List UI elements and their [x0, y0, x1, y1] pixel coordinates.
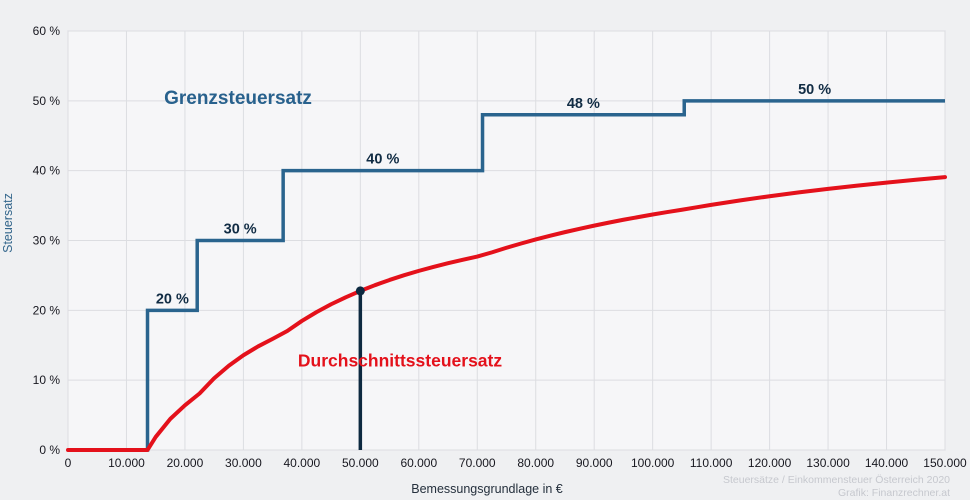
y-axis-title: Steuersatz	[1, 193, 15, 253]
series-label-grenzsteuersatz: Grenzsteuersatz	[164, 88, 312, 109]
y-tick-label: 40 %	[33, 164, 61, 178]
step-rate-label: 30 %	[224, 222, 257, 238]
x-tick-label: 40.000	[284, 456, 321, 470]
watermark: Steuersätze / Einkommensteuer Österreich…	[723, 474, 950, 499]
x-tick-label: 130.000	[806, 456, 850, 470]
step-rate-label: 40 %	[366, 152, 399, 168]
x-tick-label: 90.000	[576, 456, 613, 470]
step-rate-label: 50 %	[798, 82, 831, 98]
x-tick-label: 120.000	[748, 456, 792, 470]
average-rate-curve	[66, 175, 947, 452]
x-tick-label: 30.000	[225, 456, 262, 470]
x-tick-label: 20.000	[167, 456, 204, 470]
x-tick-label: 100.000	[631, 456, 675, 470]
series-label-durchschnittssteuersatz: Durchschnittssteuersatz	[297, 350, 503, 371]
step-rate-label: 48 %	[567, 96, 600, 112]
y-tick-label: 10 %	[33, 373, 61, 387]
y-tick-label: 20 %	[33, 303, 61, 317]
marker-dot	[355, 286, 365, 296]
x-axis-title: Bemessungsgrundlage in €	[411, 482, 563, 496]
x-tick-label: 0	[65, 456, 72, 470]
x-tick-label: 60.000	[400, 456, 437, 470]
watermark-line2: Grafik: Finanzrechner.at	[837, 486, 950, 499]
y-tick-label: 50 %	[33, 94, 61, 108]
x-tick-label: 50.000	[342, 456, 379, 470]
x-tick-label: 80.000	[517, 456, 554, 470]
marginal-rate-step-line	[68, 99, 945, 452]
x-tick-label: 70.000	[459, 456, 496, 470]
step-rate-label: 20 %	[156, 291, 189, 307]
watermark-line1: Steuersätze / Einkommensteuer Österreich…	[722, 474, 950, 486]
x-tick-label: 140.000	[865, 456, 909, 470]
y-tick-label: 0 %	[39, 443, 60, 457]
y-tick-label: 30 %	[33, 234, 61, 248]
y-tick-label: 60 %	[33, 24, 61, 38]
x-tick-label: 150.000	[923, 456, 967, 470]
x-tick-label: 10.000	[108, 456, 145, 470]
x-tick-label: 110.000	[690, 456, 733, 470]
